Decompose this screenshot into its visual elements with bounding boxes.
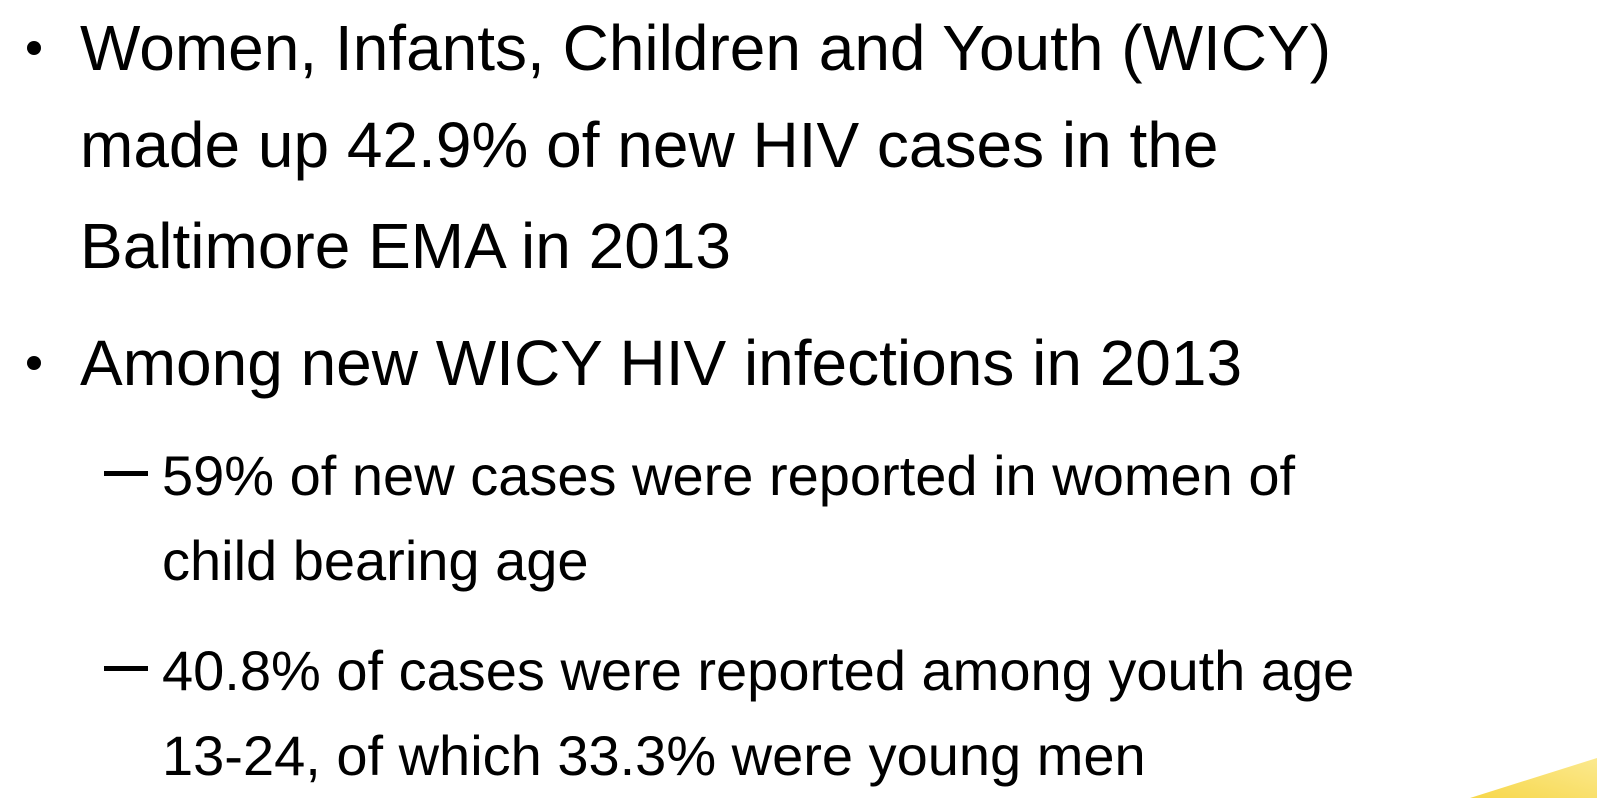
- bullet-dot: [27, 356, 41, 370]
- bullet-text: Baltimore EMA in 2013: [80, 210, 731, 282]
- sub-dash: [104, 666, 148, 671]
- sub-bullet-text: child bearing age: [162, 529, 589, 592]
- sub-dash: [104, 471, 148, 476]
- sub-bullet-text: 40.8% of cases were reported among youth…: [162, 639, 1354, 702]
- decoration: [1470, 758, 1597, 798]
- bullet-text: Women, Infants, Children and Youth (WICY…: [80, 12, 1331, 84]
- sub-bullet-text: 13-24, of which 33.3% were young men: [162, 724, 1146, 787]
- bullet-text: Among new WICY HIV infections in 2013: [80, 327, 1242, 399]
- sub-bullet-text: 59% of new cases were reported in women …: [162, 444, 1295, 507]
- bullet-text: made up 42.9% of new HIV cases in the: [80, 109, 1218, 181]
- bullet-dot: [27, 41, 41, 55]
